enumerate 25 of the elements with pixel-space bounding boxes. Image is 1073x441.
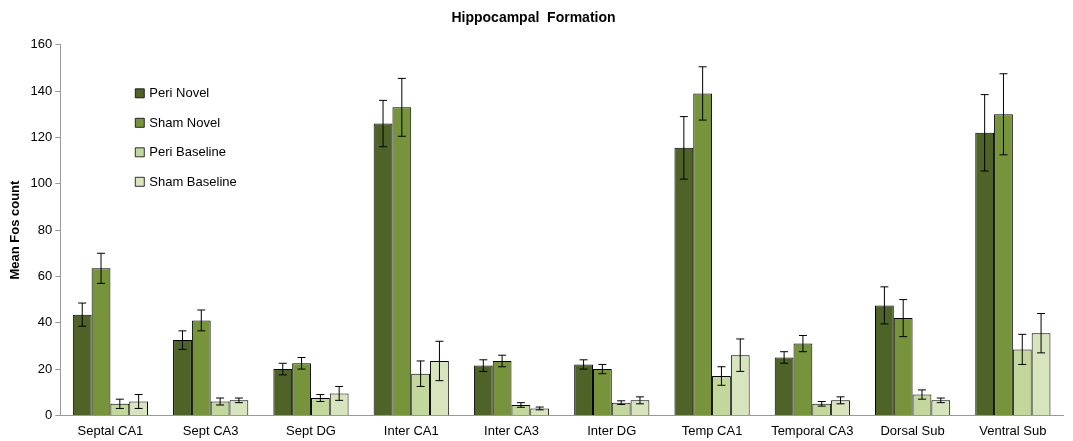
y-axis-title: Mean Fos count [7,179,23,280]
x-tick-label: Temporal CA3 [771,422,854,438]
y-tick-label: 140 [30,82,53,98]
x-tick-label: Septal CA1 [77,422,144,438]
x-tick-label: Inter CA3 [484,422,539,438]
x-tick-label: Dorsal Sub [880,422,945,438]
y-tick-label: 60 [37,268,53,283]
legend-label: Peri Novel [149,85,210,101]
legend-label: Peri Baseline [149,144,226,160]
x-tick-label: Sept DG [286,422,336,438]
y-tick-label: 100 [30,175,53,191]
legend-label: Sham Novel [149,114,221,130]
x-tick-label: Inter CA1 [383,422,439,438]
chart-title: Hippocampal Formation [451,9,616,26]
y-tick-label: 80 [37,221,53,237]
y-tick-label: 160 [30,36,53,52]
x-tick-label: Inter DG [587,422,637,438]
x-tick-label: Temp CA1 [681,422,743,438]
x-tick-label: Sept CA3 [182,422,239,438]
legend-label: Sham Baseline [149,173,237,189]
y-tick-label: 40 [37,314,53,330]
y-tick-label: 120 [30,129,53,145]
y-tick-label: 0 [45,406,53,422]
x-tick-label: Ventral Sub [979,422,1047,438]
y-tick-label: 20 [37,360,53,376]
